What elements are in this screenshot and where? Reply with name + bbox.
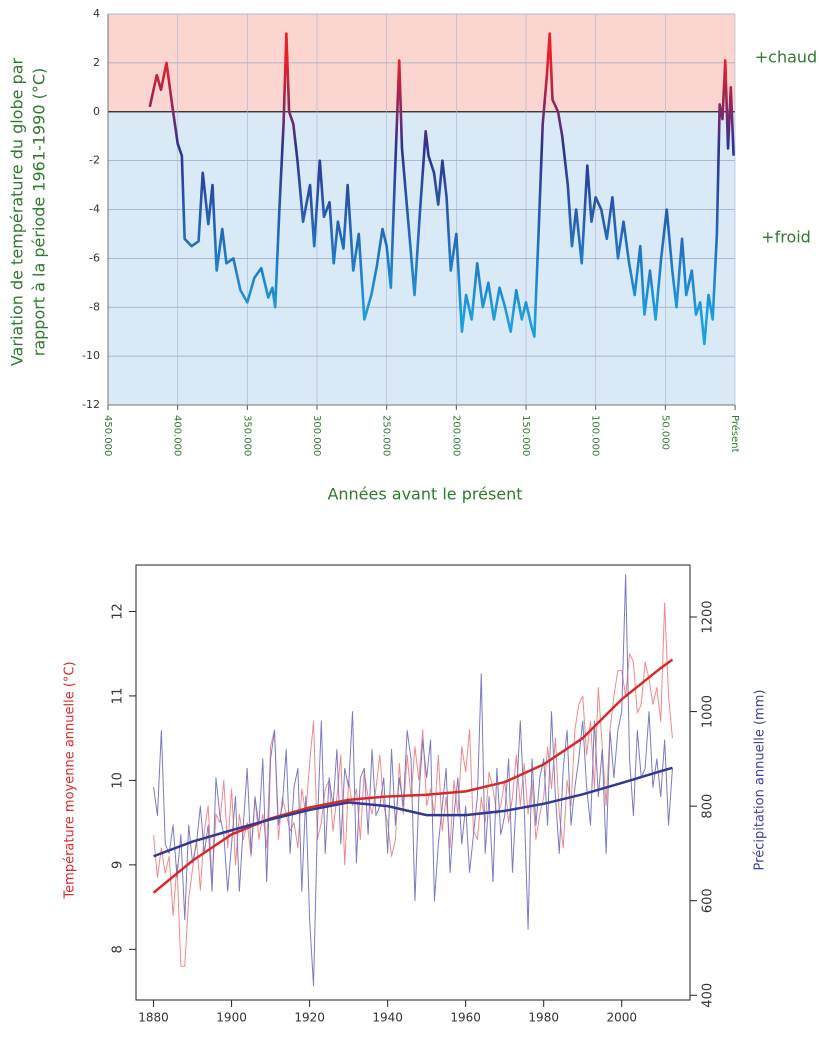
y-tick-label: -10 (82, 349, 100, 362)
annotation: +chaud (755, 48, 817, 67)
annotation: +froid (761, 228, 811, 247)
y-tick-label: 9 (111, 861, 126, 869)
y-tick-label: -12 (82, 398, 100, 411)
y-tick-label: -6 (89, 251, 100, 264)
y-axis-label: Variation de température du globe par (8, 57, 27, 366)
x-tick-label: 2000 (606, 1011, 637, 1025)
x-tick-label: 1940 (372, 1011, 403, 1025)
x-tick-label: 350.000 (241, 415, 252, 456)
y2-tick-label: 800 (701, 794, 716, 819)
y-tick-label: 12 (111, 603, 126, 620)
x-tick-label: 1980 (528, 1011, 559, 1025)
x-tick-label: 100.000 (590, 415, 601, 456)
x-tick-label: 400.000 (172, 415, 183, 456)
x-tick-label: 50.000 (659, 415, 670, 450)
x-tick-label: 1880 (138, 1011, 169, 1025)
temperature-line (148, 32, 735, 346)
x-tick-label: Présent (729, 415, 741, 453)
y2-tick-label: 400 (701, 983, 716, 1008)
x-axis-label: Années avant le présent (327, 485, 522, 504)
y-tick-label: -2 (89, 154, 100, 167)
y-axis-label: Température moyenne annuelle (°C) (63, 661, 78, 899)
x-tick-label: 200.000 (450, 415, 461, 456)
x-tick-label: 1920 (294, 1011, 325, 1025)
series-line (152, 658, 674, 894)
y-tick-label: 8 (111, 945, 126, 953)
x-tick-label: 450.000 (102, 415, 113, 456)
y2-tick-label: 1000 (701, 695, 716, 728)
y-tick-label: -8 (89, 300, 100, 313)
y2-tick-label: 600 (701, 888, 716, 913)
y-tick-label: 4 (93, 7, 100, 20)
y2-tick-label: 1200 (701, 600, 716, 633)
y-tick-label: 10 (111, 772, 126, 789)
series-line (153, 602, 673, 967)
y2-axis-label: Précipitation annuelle (mm) (753, 690, 768, 871)
x-tick-label: 300.000 (311, 415, 322, 456)
y-axis-label: rapport à la période 1961-1990 (°C) (30, 68, 49, 357)
y-tick-label: 0 (93, 105, 100, 118)
x-tick-label: 1900 (216, 1011, 247, 1025)
y-tick-label: -4 (89, 203, 100, 216)
series-line (153, 573, 673, 987)
series-line (153, 766, 673, 858)
plot-frame (135, 564, 691, 1001)
x-tick-label: 1960 (450, 1011, 481, 1025)
x-tick-label: 250.000 (381, 415, 392, 456)
x-tick-label: 150.000 (520, 415, 531, 456)
y-tick-label: 2 (93, 56, 100, 69)
y-tick-label: 11 (111, 688, 126, 705)
